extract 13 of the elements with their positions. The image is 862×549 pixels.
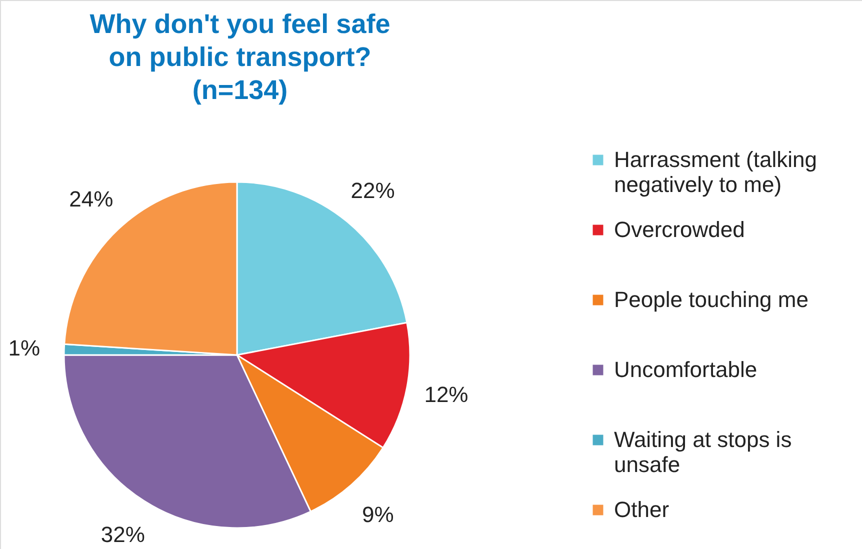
data-label: 9%	[362, 502, 394, 527]
legend-label: Harrassment (talking negatively to me)	[614, 147, 817, 197]
legend-label: Uncomfortable	[614, 357, 758, 382]
data-label: 32%	[100, 522, 145, 547]
data-label: 22%	[350, 178, 395, 203]
legend-label: Other	[614, 497, 670, 522]
data-label: 24%	[69, 186, 114, 212]
legend-label: People touching me	[614, 287, 808, 312]
data-label: 12%	[424, 382, 468, 407]
chart-title: Why don't you feel safe on public transport? (n=134)	[90, 9, 390, 105]
legend-label: Overcrowded	[614, 217, 745, 242]
legend-label: Waiting at stops is unsafe	[614, 427, 792, 477]
data-label: 1%	[8, 335, 40, 360]
